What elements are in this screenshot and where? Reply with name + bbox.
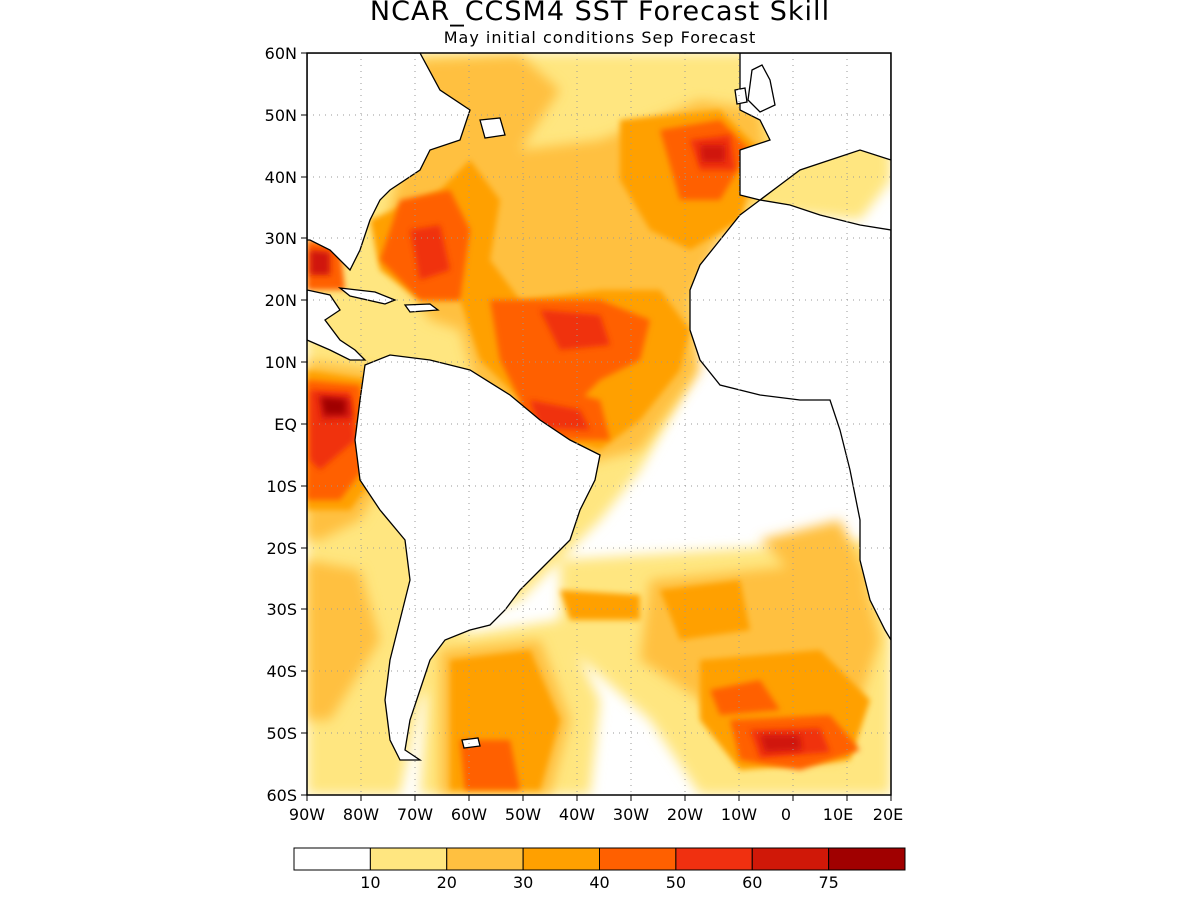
lon-label: 80W	[343, 805, 379, 824]
lat-label: 40S	[266, 662, 297, 681]
ireland-land	[734, 87, 748, 105]
newfoundland-land	[479, 117, 506, 139]
colorbar-swatch	[599, 847, 677, 871]
lat-lon-grid	[307, 53, 891, 795]
lon-label: 10E	[823, 805, 853, 824]
lat-label: 50S	[266, 724, 297, 743]
lat-label: EQ	[274, 415, 297, 434]
lat-label: 10N	[265, 353, 297, 372]
lat-label: 40N	[265, 168, 297, 187]
skill-level-75-plus	[322, 398, 345, 414]
colorbar-swatch	[522, 847, 600, 871]
lat-label: 20S	[266, 539, 297, 558]
north-america-land	[307, 53, 471, 272]
chart-title: NCAR_CCSM4 SST Forecast Skill	[369, 0, 831, 27]
latitude-labels: 60N 50N 40N 30N 20N 10N EQ 10S 20S 30S 4…	[265, 44, 297, 805]
central-america-land	[307, 289, 367, 361]
britain-land	[747, 64, 776, 113]
lat-label: 60S	[266, 786, 297, 805]
south-america-land	[354, 354, 601, 761]
colorbar-swatch	[293, 847, 371, 871]
lat-label: 30S	[266, 600, 297, 619]
longitude-labels: 90W 80W 70W 60W 50W 40W 30W 20W 10W 0 10…	[289, 805, 903, 824]
europe-land	[739, 53, 891, 201]
lon-label: 20W	[667, 805, 703, 824]
lon-label: 90W	[289, 805, 325, 824]
colorbar-label: 75	[818, 873, 838, 892]
colorbar-swatch	[369, 847, 448, 871]
colorbar-label: 20	[437, 873, 457, 892]
colorbar-label: 50	[666, 873, 686, 892]
colorbar-label: 30	[513, 873, 533, 892]
colorbar-swatch	[446, 847, 524, 871]
chart-subtitle: May initial conditions Sep Forecast	[443, 28, 757, 47]
lon-label: 60W	[451, 805, 487, 824]
coastlines	[307, 53, 891, 761]
africa-land	[689, 199, 891, 642]
lon-label: 30W	[613, 805, 649, 824]
lat-label: 50N	[265, 106, 297, 125]
colorbar-swatch	[675, 847, 753, 871]
lon-label: 0	[781, 805, 791, 824]
lat-label: 60N	[265, 44, 297, 63]
lon-label: 10W	[721, 805, 757, 824]
lat-label: 20N	[265, 291, 297, 310]
colorbar-swatch	[751, 847, 830, 871]
colorbar-label: 10	[360, 873, 380, 892]
lon-label: 50W	[505, 805, 541, 824]
colorbar: 10 20 30 40 50 60 75	[293, 847, 906, 892]
falkland-islands	[461, 737, 481, 749]
colorbar-swatch	[828, 847, 906, 871]
lat-label: 10S	[266, 477, 297, 496]
lon-label: 40W	[559, 805, 595, 824]
caribbean-islands	[337, 287, 440, 313]
lat-label: 30N	[265, 229, 297, 248]
lon-label: 70W	[397, 805, 433, 824]
colorbar-label: 60	[742, 873, 762, 892]
colorbar-label: 40	[589, 873, 609, 892]
lon-label: 20E	[873, 805, 903, 824]
tick-marks	[301, 52, 892, 801]
